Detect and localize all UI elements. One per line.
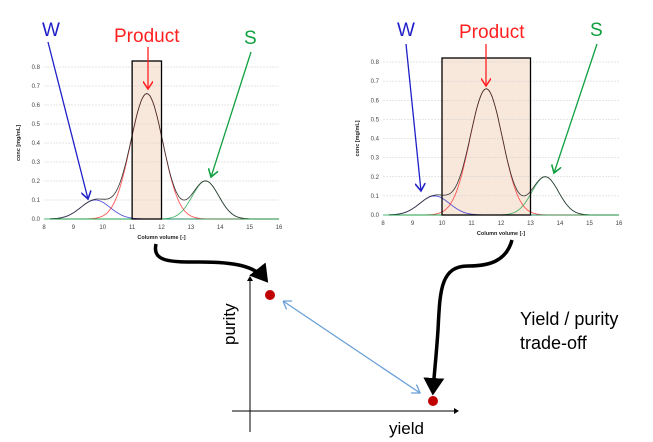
x-axis-label: Column volume [-] bbox=[137, 235, 185, 241]
curve-w bbox=[49, 199, 279, 220]
x-tick-label: 15 bbox=[246, 225, 253, 231]
arrow-w-right bbox=[405, 43, 421, 191]
connector-arrow-left bbox=[153, 243, 269, 283]
curve-total bbox=[49, 93, 279, 220]
y-tick-label: 0.5 bbox=[371, 117, 380, 123]
x-tick-label: 8 bbox=[42, 225, 46, 231]
arrow-s-right bbox=[554, 43, 598, 173]
y-tick-label: 0.1 bbox=[371, 194, 380, 200]
x-tick-label: 16 bbox=[276, 225, 283, 231]
connector-arrow-right bbox=[423, 239, 514, 396]
label-s-left: S bbox=[244, 28, 257, 49]
y-tick-label: 0.0 bbox=[32, 217, 41, 223]
x-tick-label: 10 bbox=[99, 225, 106, 231]
y-tick-label: 0.3 bbox=[32, 160, 41, 166]
y-tick-label: 0.0 bbox=[371, 213, 380, 219]
x-tick-label: 9 bbox=[411, 221, 415, 227]
tradeoff-arrow bbox=[283, 301, 420, 393]
x-tick-label: 8 bbox=[381, 221, 385, 227]
y-tick-label: 0.4 bbox=[32, 141, 41, 147]
purity-axis-label: purity bbox=[220, 303, 239, 345]
y-tick-label: 0.3 bbox=[371, 156, 380, 162]
x-tick-label: 14 bbox=[557, 221, 564, 227]
x-axis-label: Column volume [-] bbox=[477, 231, 525, 237]
arrow-s-left bbox=[211, 51, 252, 177]
x-tick-label: 12 bbox=[498, 221, 505, 227]
y-axis-label: conc [mg/mL] bbox=[16, 125, 22, 161]
arrow-w-left bbox=[47, 41, 88, 199]
y-tick-label: 0.5 bbox=[32, 122, 41, 128]
x-tick-label: 10 bbox=[439, 221, 446, 227]
y-tick-label: 0.7 bbox=[32, 84, 41, 90]
x-tick-label: 12 bbox=[158, 225, 165, 231]
tradeoff-caption-line2: trade-off bbox=[520, 333, 588, 353]
point-high-purity bbox=[265, 290, 275, 300]
y-tick-label: 0.6 bbox=[371, 98, 380, 104]
x-tick-label: 14 bbox=[217, 225, 224, 231]
y-tick-label: 0.6 bbox=[32, 103, 41, 109]
yield-axis-label: yield bbox=[389, 419, 424, 438]
curve-total bbox=[388, 88, 619, 216]
label-product-right: Product bbox=[459, 22, 525, 43]
y-tick-label: 0.8 bbox=[32, 65, 41, 71]
x-tick-label: 16 bbox=[616, 221, 623, 227]
x-tick-label: 11 bbox=[468, 221, 475, 227]
label-product-left: Product bbox=[114, 26, 180, 47]
x-tick-label: 13 bbox=[527, 221, 534, 227]
collection-window-fill bbox=[132, 61, 162, 219]
y-tick-label: 0.2 bbox=[371, 175, 380, 181]
y-tick-label: 0.4 bbox=[371, 137, 380, 143]
point-high-yield bbox=[428, 396, 438, 406]
y-axis-label: conc [mg/mL] bbox=[355, 120, 361, 156]
x-tick-label: 11 bbox=[129, 225, 136, 231]
y-tick-label: 0.7 bbox=[371, 79, 380, 85]
collection-window-outline bbox=[131, 60, 163, 220]
x-tick-label: 15 bbox=[586, 221, 593, 227]
tradeoff-caption-line1: Yield / purity bbox=[520, 309, 618, 329]
y-tick-label: 0.8 bbox=[371, 60, 380, 66]
x-tick-label: 13 bbox=[188, 225, 195, 231]
chromatogram-narrow-window: 0.0 0.1 0.2 0.3 0.4 0.5 0.6 0.7 0.8 8 9 10 11 12 13 14 1… bbox=[16, 60, 283, 241]
label-w-left: W bbox=[42, 20, 60, 41]
label-s-right: S bbox=[590, 20, 603, 41]
y-tick-label: 0.2 bbox=[32, 179, 41, 185]
y-tick-label: 0.1 bbox=[32, 198, 41, 204]
label-w-right: W bbox=[397, 20, 415, 41]
x-tick-label: 9 bbox=[72, 225, 76, 231]
